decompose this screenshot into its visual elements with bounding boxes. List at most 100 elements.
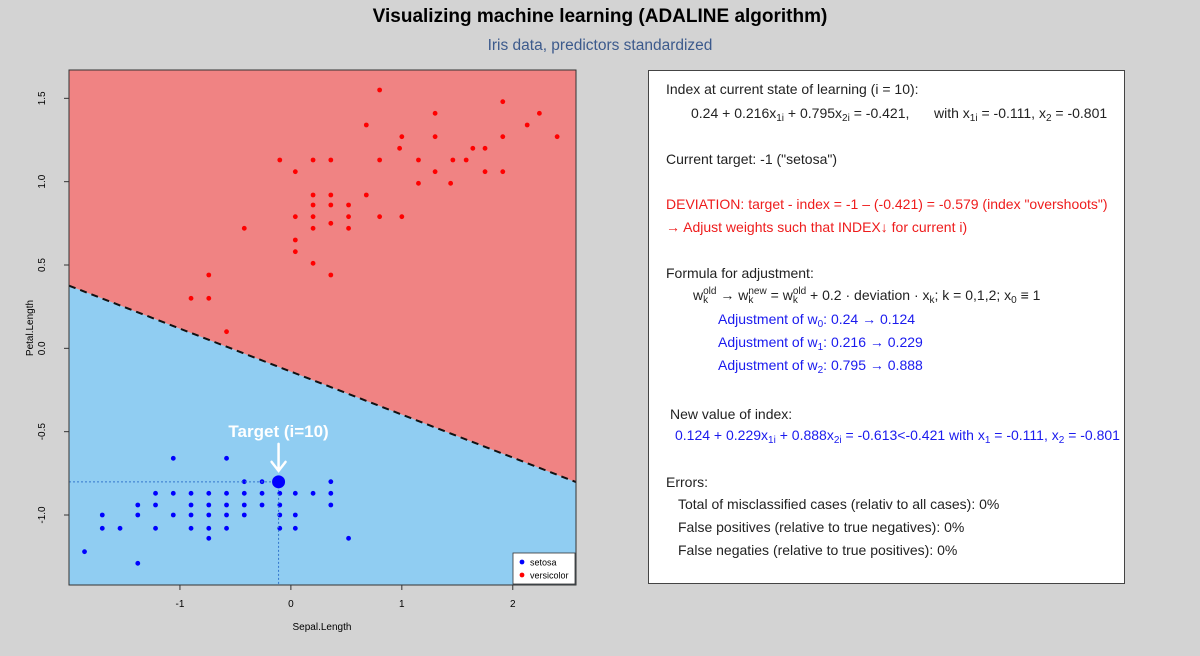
a: : 0.24 → 0.124 <box>823 311 916 327</box>
setosa-point <box>153 490 158 496</box>
versicolor-point <box>346 225 351 231</box>
setosa-point <box>117 525 123 531</box>
sub: k <box>748 295 754 306</box>
versicolor-point <box>554 134 560 140</box>
sub: 2 <box>817 365 824 376</box>
setosa-point <box>82 549 87 555</box>
errors-heading: Errors: <box>666 474 708 490</box>
current-target: Current target: -1 ("setosa") <box>666 151 838 167</box>
versicolor-point <box>224 329 229 335</box>
setosa-point <box>206 512 212 518</box>
n: = -0.801 <box>1064 427 1120 443</box>
versicolor-point <box>310 202 316 208</box>
setosa-point <box>206 502 212 508</box>
legend-versicolor-label: versicolor <box>530 571 569 581</box>
versicolor-point <box>536 110 542 116</box>
setosa-point <box>135 502 141 508</box>
setosa-point <box>170 490 176 496</box>
y-tick-label: 0.0 <box>37 341 48 355</box>
setosa-point <box>188 512 194 518</box>
versicolor-point <box>363 122 369 128</box>
y-tick-label: 0.5 <box>37 258 48 272</box>
sup: old <box>703 286 717 297</box>
versicolor-point <box>363 192 369 198</box>
sub: 0 <box>1011 295 1017 306</box>
sub: k <box>792 295 798 306</box>
setosa-point <box>292 525 298 531</box>
setosa-point <box>292 490 298 496</box>
x-tick-label: 2 <box>510 599 516 610</box>
sup: old <box>792 286 807 297</box>
y-tick-label: -0.5 <box>37 423 48 441</box>
versicolor-point <box>328 220 334 226</box>
sub: 1i <box>776 113 785 124</box>
x-axis: -1 0 1 2 <box>175 584 516 610</box>
setosa-point <box>206 525 212 531</box>
setosa-point <box>241 479 247 485</box>
versicolor-point <box>377 214 383 220</box>
versicolor-point <box>292 169 298 175</box>
versicolor-point <box>470 145 476 151</box>
y-axis: -1.0 -0.5 0.0 0.5 1.0 1.5 <box>37 91 70 524</box>
versicolor-point <box>206 295 212 301</box>
setosa-point <box>259 490 265 496</box>
sub: 2i <box>842 113 850 124</box>
x-tick-label: 1 <box>399 599 405 610</box>
a: : 0.216 → 0.229 <box>823 334 923 350</box>
sub: 0 <box>817 319 824 330</box>
versicolor-point <box>463 157 469 163</box>
target-point <box>272 475 286 489</box>
setosa-point <box>153 525 158 531</box>
sub: 2 <box>1058 435 1065 446</box>
new-index-formula: 0.124 + 0.229x1i + 0.888x2i = -0.613<-0.… <box>675 427 1120 446</box>
index-value: = -0.421, <box>849 105 910 121</box>
versicolor-point <box>188 295 194 301</box>
versicolor-point <box>310 260 316 266</box>
y-tick-label: 1.0 <box>37 174 48 188</box>
setosa-point <box>292 512 298 518</box>
versicolor-point <box>432 110 438 116</box>
setosa-point <box>224 512 229 518</box>
setosa-point <box>206 490 212 496</box>
setosa-point <box>346 535 351 541</box>
f: w <box>693 287 704 303</box>
f: → w <box>716 287 749 303</box>
setosa-point <box>188 525 194 531</box>
n: = -0.613<-0.421 with x <box>841 427 985 443</box>
setosa-point <box>328 502 334 508</box>
versicolor-point <box>397 145 403 151</box>
a: : 0.795 → 0.888 <box>823 357 923 373</box>
versicolor-point <box>500 99 506 105</box>
versicolor-point <box>416 157 421 163</box>
setosa-point <box>206 535 212 541</box>
f: + 0.2 · deviation · x <box>806 287 930 303</box>
new-index-heading: New value of index: <box>670 406 793 422</box>
index-inputs: with x1i = -0.111, x2 = -0.801 <box>934 105 1107 124</box>
legend-versicolor-marker <box>519 572 525 578</box>
a: Adjustment of w <box>718 357 818 373</box>
errors-false-positives: False positives (relative to true negati… <box>678 519 965 535</box>
f: ; k = 0,1,2; x <box>934 287 1012 303</box>
setosa-point <box>135 512 141 518</box>
versicolor-point <box>310 225 316 231</box>
versicolor-point <box>416 180 421 186</box>
versicolor-point <box>292 237 298 243</box>
formula-heading: Formula for adjustment: <box>666 265 814 281</box>
errors-false-negatives: False negaties (relative to true positiv… <box>678 542 958 558</box>
setosa-point <box>310 490 316 496</box>
adjustment-w0: Adjustment of w0: 0.24 → 0.124 <box>718 311 915 330</box>
versicolor-point <box>310 214 316 220</box>
versicolor-point <box>377 157 383 163</box>
versicolor-point <box>524 122 530 128</box>
deviation-text: DEVIATION: target - index = -1 – (-0.421… <box>666 196 1108 212</box>
versicolor-point <box>310 192 316 198</box>
errors-total: Total of misclassified cases (relativ to… <box>678 496 1000 512</box>
versicolor-point <box>432 169 438 175</box>
adjustment-w1: Adjustment of w1: 0.216 → 0.229 <box>718 334 923 353</box>
a: Adjustment of w <box>718 311 818 327</box>
versicolor-point <box>328 272 334 278</box>
x1-value: = -0.111, x <box>977 105 1046 121</box>
versicolor-point <box>482 145 488 151</box>
sup: new <box>748 286 767 297</box>
versicolor-point <box>500 134 506 140</box>
